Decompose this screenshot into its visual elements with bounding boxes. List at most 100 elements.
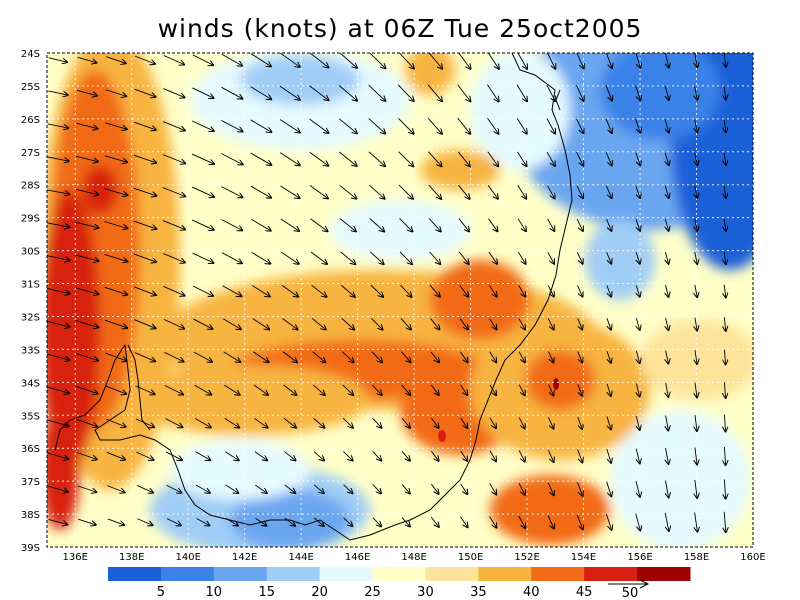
wind-arrow xyxy=(163,285,184,295)
wind-arrow xyxy=(577,285,583,296)
wind-arrow xyxy=(192,120,214,131)
wind-arrow xyxy=(489,483,496,495)
wind-arrow xyxy=(605,118,612,133)
reference-vector: 50 xyxy=(608,579,650,600)
wind-arrow xyxy=(635,152,640,166)
wind-arrow xyxy=(398,151,414,167)
wind-arrow xyxy=(458,251,468,264)
lon-label: 156E xyxy=(627,552,652,563)
wind-arrow xyxy=(577,384,582,396)
wind-arrow xyxy=(192,285,213,296)
wind-arrow xyxy=(163,55,184,64)
wind-arrow xyxy=(486,84,498,102)
lon-label: 136E xyxy=(63,552,88,563)
wind-arrow xyxy=(104,319,127,328)
wind-arrow xyxy=(460,483,468,494)
wind-arrow xyxy=(665,219,668,231)
wind-arrow xyxy=(460,516,467,527)
lat-label: 35S xyxy=(21,411,40,422)
wind-arrow xyxy=(105,89,127,96)
wind-arrow xyxy=(724,414,725,432)
wind-arrow xyxy=(280,185,299,198)
wind-arrow xyxy=(429,284,440,297)
wind-arrow xyxy=(372,417,382,428)
wind-arrow xyxy=(518,417,525,429)
colorbar: 5 10 15 20 25 30 35 40 45 xyxy=(108,567,691,600)
wind-arrow xyxy=(431,417,438,428)
wind-arrow xyxy=(460,450,468,461)
wind-arrow xyxy=(343,451,352,460)
lat-label: 33S xyxy=(21,345,40,356)
wind-arrow xyxy=(576,218,583,231)
wind-arrow xyxy=(665,85,669,100)
wind-arrow xyxy=(458,218,469,232)
wind-arrow xyxy=(281,284,298,296)
wind-arrow xyxy=(281,251,298,264)
wind-arrow xyxy=(695,447,697,465)
wind-arrow xyxy=(666,383,669,397)
wind-arrow xyxy=(250,185,271,198)
wind-arrow xyxy=(457,84,471,102)
wind-arrow xyxy=(546,84,556,101)
wind-arrow xyxy=(635,480,640,497)
wind-arrow xyxy=(311,318,326,329)
wind-arrow xyxy=(460,417,468,428)
lon-label: 150E xyxy=(458,552,483,563)
wind-arrow xyxy=(724,446,725,465)
wind-arrow xyxy=(309,151,329,165)
wind-arrow xyxy=(255,517,267,525)
wind-arrow xyxy=(166,484,182,492)
wind-arrow xyxy=(195,451,211,460)
wind-arrow xyxy=(457,117,470,134)
wind-arrow xyxy=(136,485,153,492)
wind-arrow xyxy=(695,350,697,364)
map-frame xyxy=(46,52,754,548)
lat-label: 26S xyxy=(21,115,40,126)
wind-arrow xyxy=(192,252,214,263)
wind-arrow xyxy=(428,53,442,69)
wind-arrow xyxy=(163,88,184,98)
wind-arrow xyxy=(136,451,153,460)
wind-arrow xyxy=(695,317,697,331)
wind-arrow xyxy=(76,89,97,95)
wind-arrow xyxy=(577,351,582,362)
wind-arrow xyxy=(430,318,440,330)
wind-arrow xyxy=(459,285,469,296)
wind-arrow xyxy=(47,156,69,161)
wind-arrow xyxy=(516,118,527,133)
wind-arrow xyxy=(695,53,698,67)
wind-arrow xyxy=(75,221,98,228)
wind-arrow xyxy=(338,85,357,100)
wind-arrow xyxy=(635,513,641,531)
wind-arrow xyxy=(724,53,726,67)
wind-arrow xyxy=(724,86,726,99)
longitude-labels: 136E 138E 140E 142E 144E 146E 148E 150E 152E 154E… xyxy=(63,552,766,563)
wind-arrow xyxy=(665,119,669,132)
wind-arrow xyxy=(343,517,353,526)
wind-arrow xyxy=(548,384,554,395)
wind-arrow xyxy=(458,184,469,199)
wind-arrow xyxy=(195,484,210,493)
wind-arrow xyxy=(398,53,414,68)
colorbar-swatch xyxy=(637,567,691,581)
wind-arrow xyxy=(576,514,583,529)
wind-arrow xyxy=(283,384,297,395)
lat-label: 34S xyxy=(21,378,40,389)
lat-label: 32S xyxy=(21,312,40,323)
wind-arrow xyxy=(695,512,698,531)
wind-arrow xyxy=(516,84,527,101)
wind-vectors xyxy=(47,53,726,532)
wind-arrow xyxy=(250,119,272,132)
wind-arrow xyxy=(666,284,669,297)
wind-arrow xyxy=(575,84,583,101)
colorbar-swatch xyxy=(372,567,426,581)
wind-arrow xyxy=(724,284,726,298)
wind-arrow xyxy=(724,317,725,331)
wind-arrow xyxy=(134,55,155,64)
wind-arrow xyxy=(695,415,697,431)
wind-arrow xyxy=(194,418,211,427)
wind-arrow xyxy=(107,485,124,493)
wind-arrow xyxy=(428,184,441,199)
wind-arrow xyxy=(107,518,124,525)
lon-label: 144E xyxy=(288,552,313,563)
